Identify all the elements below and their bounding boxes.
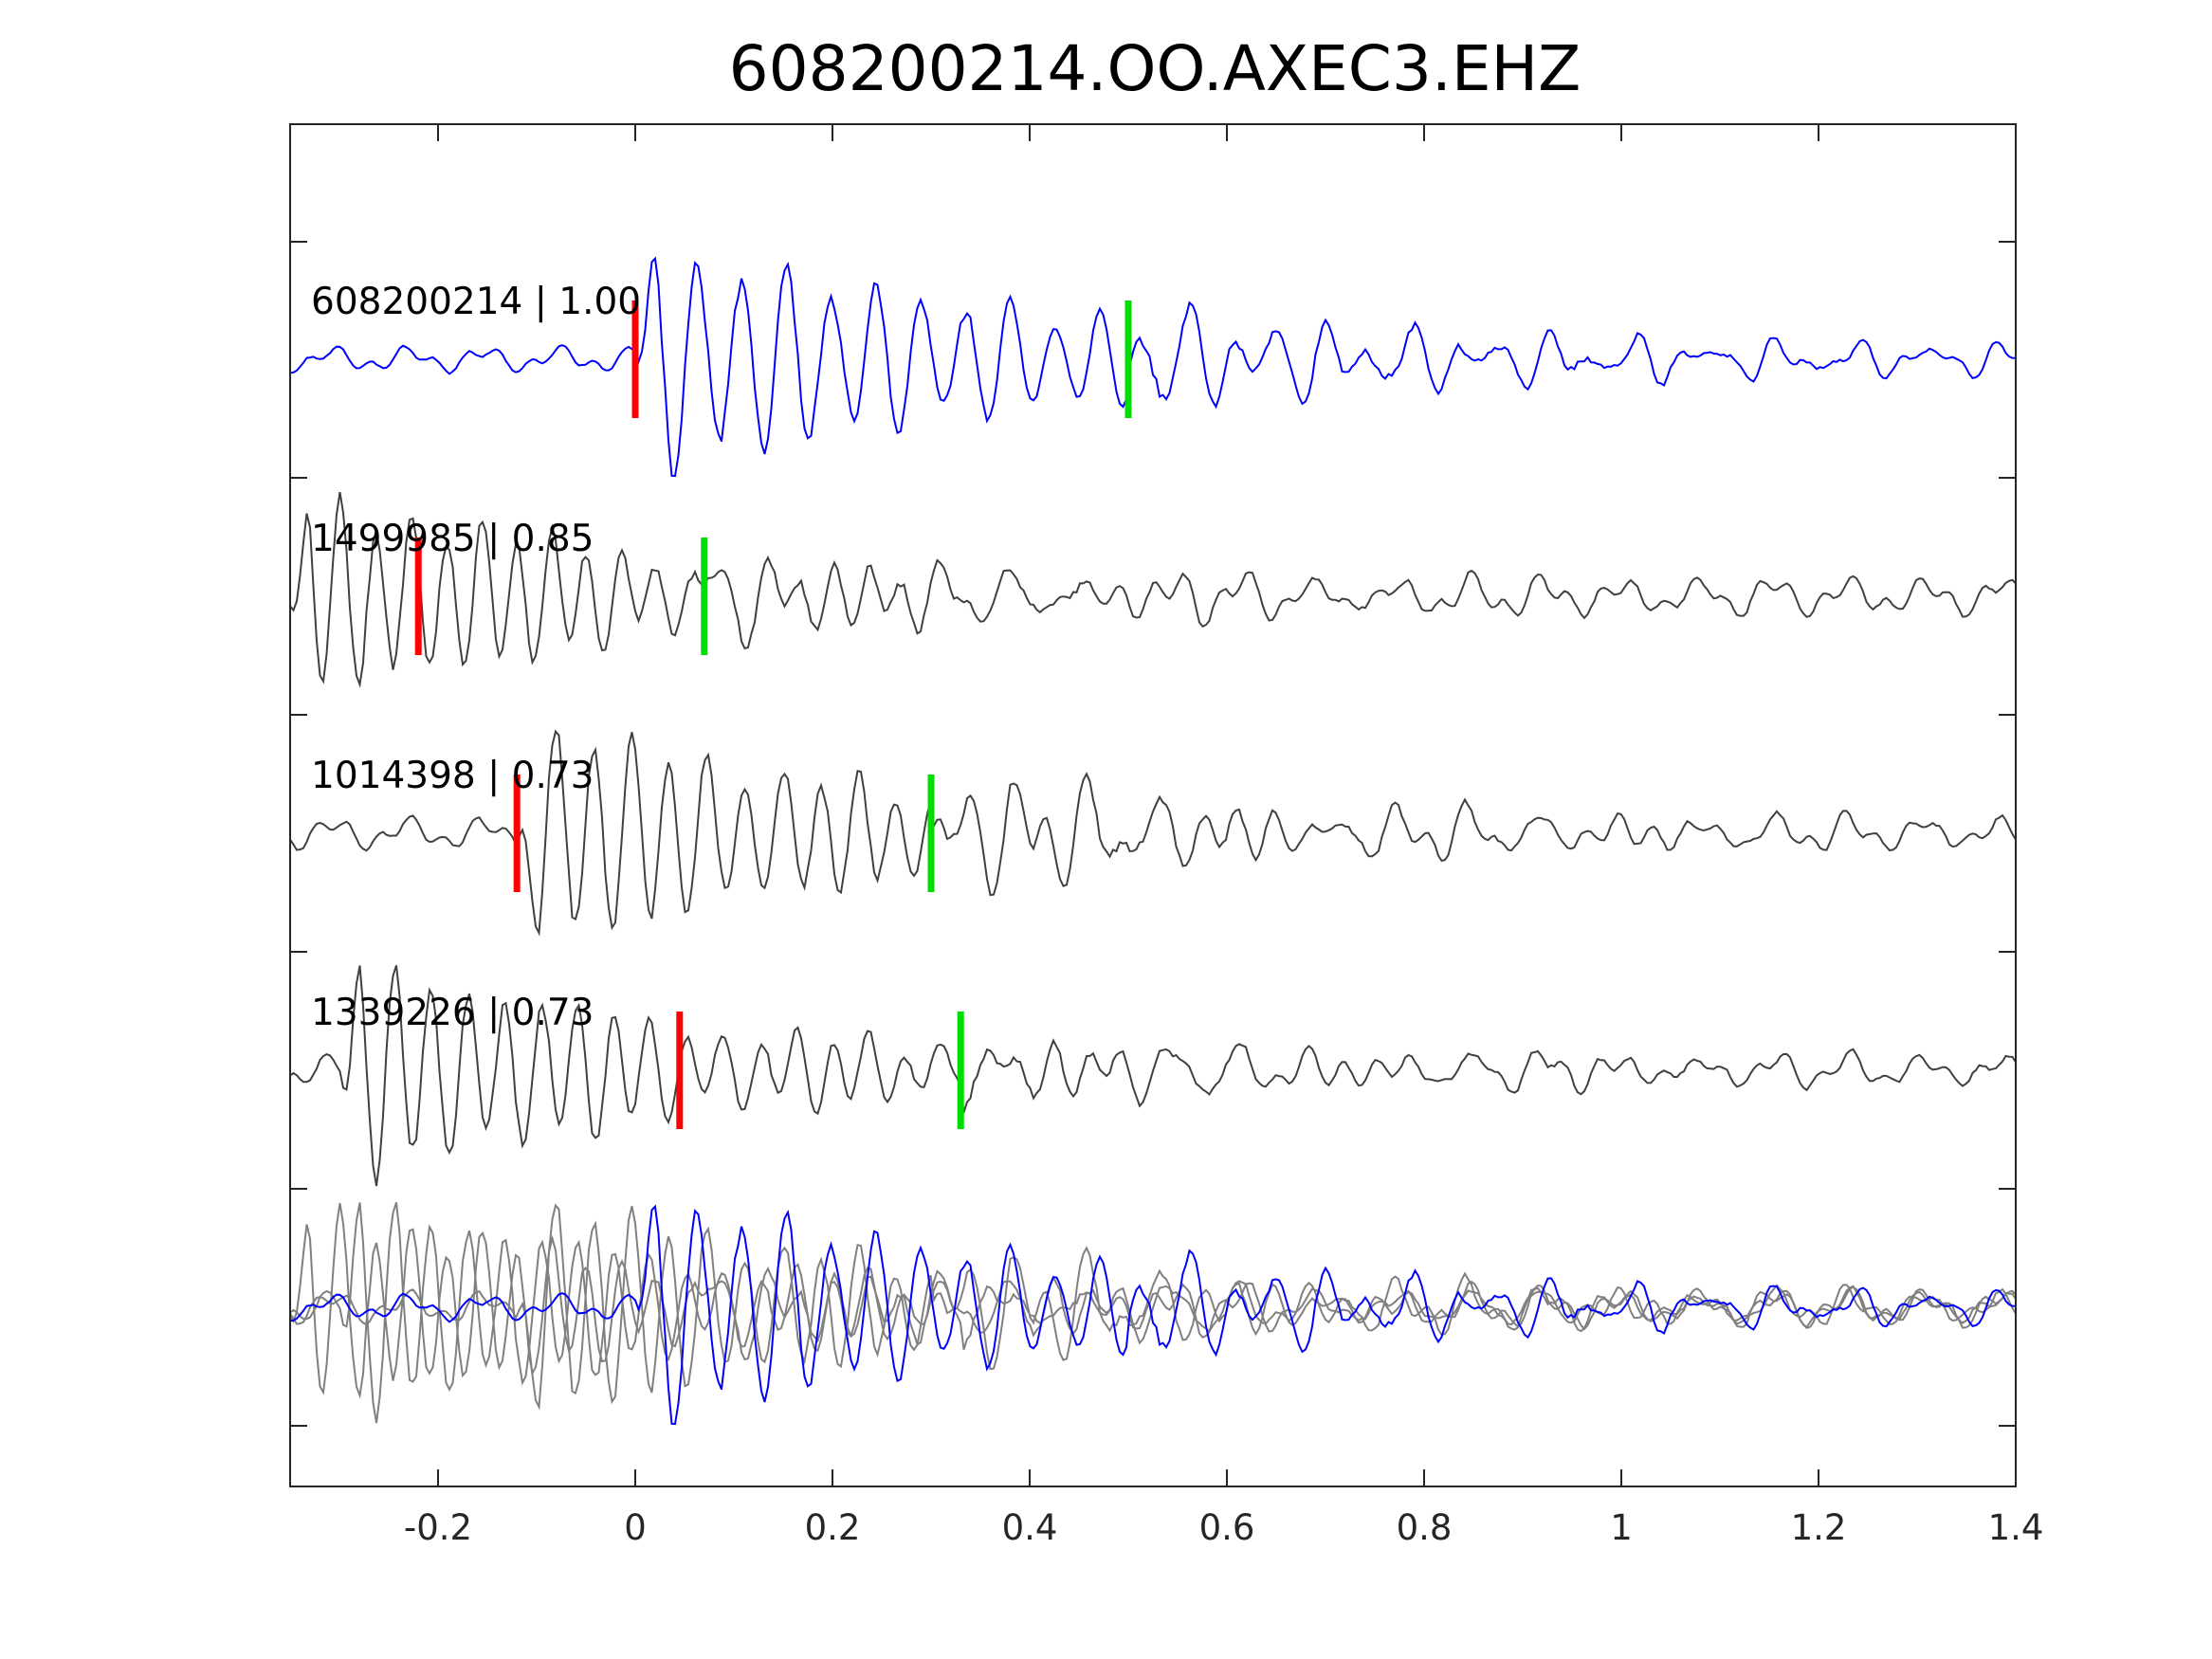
plot-area: 608200214 | 1.00 1499985 | 0.85 1014398 | … xyxy=(289,123,2044,1548)
x-tick-label-6: 1 xyxy=(1610,1507,1633,1548)
x-tick-label-1: 0 xyxy=(624,1507,647,1548)
x-tick-label-0: -0.2 xyxy=(404,1507,472,1548)
picks-layer xyxy=(414,301,1132,1129)
trace-line-1339226 xyxy=(289,965,2017,1187)
traces-layer xyxy=(289,256,2017,1426)
trace-label-1499985: 1499985 | 0.85 xyxy=(311,518,594,560)
axes-box xyxy=(289,123,2017,1487)
trace-label-608200214: 608200214 | 1.00 xyxy=(311,281,641,323)
trace-label-1339226: 1339226 | 0.73 xyxy=(311,992,594,1034)
trace-labels: 608200214 | 1.00 1499985 | 0.85 1014398 | … xyxy=(311,281,641,1034)
overlay-trace-608200214 xyxy=(289,1204,2017,1426)
trace-line-1014398 xyxy=(289,729,2017,937)
x-tick-labels: -0.2 0 0.2 0.4 0.6 0.8 1 1.2 1.4 xyxy=(404,1507,2044,1548)
trace-line-1499985 xyxy=(289,492,2017,688)
trace-label-1014398: 1014398 | 0.73 xyxy=(311,755,594,797)
overlay-trace-1014398 xyxy=(289,1203,2017,1411)
x-tick-label-4: 0.6 xyxy=(1199,1507,1255,1548)
x-tick-label-2: 0.2 xyxy=(805,1507,861,1548)
overlay-trace-1339226 xyxy=(289,1202,2017,1424)
axis-ticks xyxy=(290,124,2017,1486)
x-tick-label-8: 1.4 xyxy=(1988,1507,2044,1548)
x-tick-label-3: 0.4 xyxy=(1002,1507,1058,1548)
trace-line-608200214 xyxy=(289,256,2017,478)
x-tick-label-7: 1.2 xyxy=(1791,1507,1847,1548)
x-tick-label-5: 0.8 xyxy=(1397,1507,1453,1548)
chart-title: 608200214.OO.AXEC3.EHZ xyxy=(729,32,1581,105)
